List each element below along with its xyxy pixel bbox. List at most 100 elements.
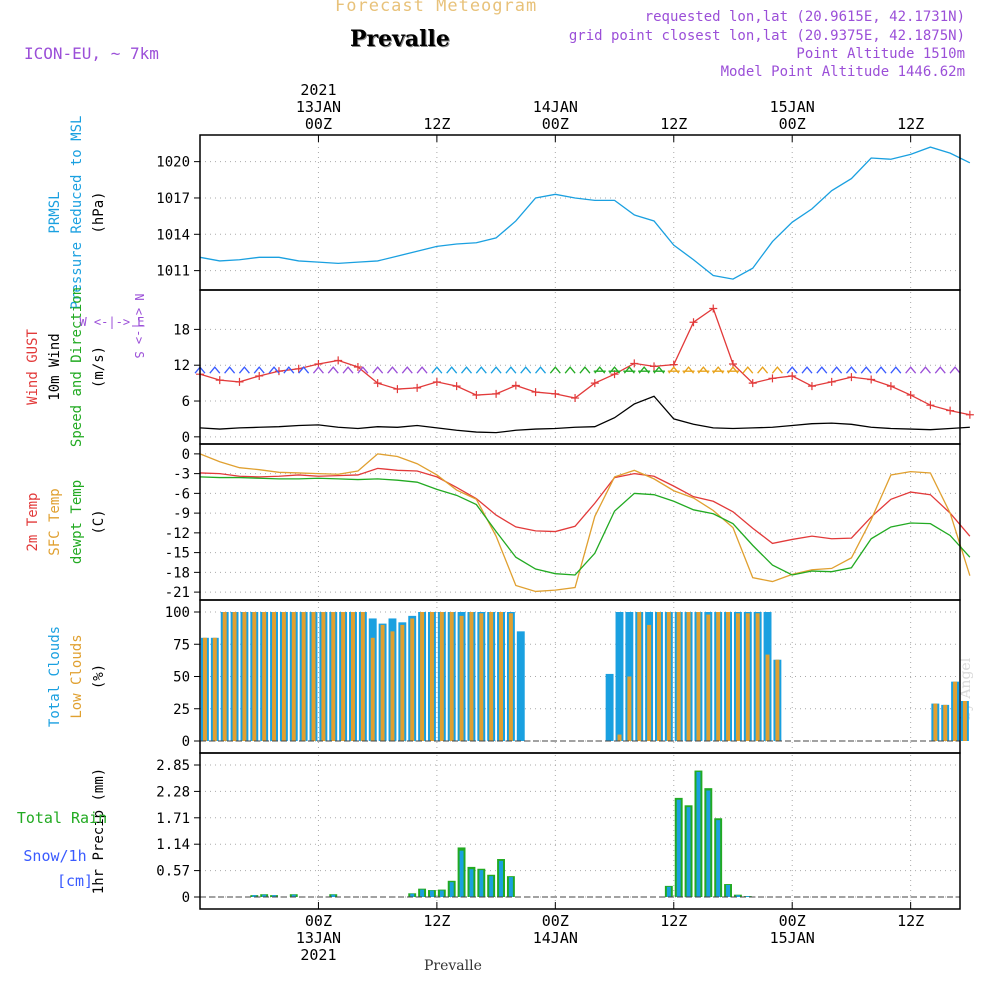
gust-marker <box>807 382 816 391</box>
wind-direction-arrow <box>490 366 502 374</box>
y-tick-label: 0 <box>182 447 190 463</box>
y-tick-label: 25 <box>173 702 190 718</box>
bar-low <box>301 612 306 741</box>
bar-low <box>656 612 661 741</box>
bar-low <box>291 612 296 741</box>
bar-snow <box>508 877 513 897</box>
bar-snow <box>469 869 474 897</box>
bar-low <box>420 612 425 741</box>
bar-low <box>706 614 711 741</box>
series-line-wind <box>199 395 970 434</box>
gust-marker <box>413 383 422 392</box>
bar-snow <box>716 820 721 897</box>
wind-direction-arrow <box>564 366 576 374</box>
bar-low <box>351 612 355 741</box>
bar-low <box>400 624 405 741</box>
bar-snow <box>439 890 444 897</box>
x-tick-label: 12Z <box>660 115 687 133</box>
gust-marker <box>452 382 461 391</box>
x-tick-label: 00Z <box>779 912 806 930</box>
y-tick-label: 100 <box>165 605 190 621</box>
series-line-gust <box>199 307 971 416</box>
bar-snow <box>272 895 276 897</box>
requested-coords: requested lon,lat (20.9615E, 42.1731N) <box>644 9 965 25</box>
y-tick-label: 1.14 <box>156 837 190 853</box>
wind-direction-arrow <box>934 366 946 374</box>
y-axis-label: Pressure Reduced to MSL <box>69 116 85 310</box>
gust-marker <box>847 373 856 382</box>
y-tick-label: 0 <box>182 430 190 446</box>
wind-direction-arrow <box>446 366 458 374</box>
gust-marker <box>472 391 481 400</box>
y-tick-label: -12 <box>165 526 190 542</box>
y-axis-label: 1hr Precip (mm) <box>91 768 107 894</box>
bar-snow <box>696 771 701 897</box>
bar-low <box>242 612 247 741</box>
gust-marker <box>393 385 402 394</box>
x-tick-label: 2021 <box>300 946 336 964</box>
y-tick-label: -15 <box>165 546 190 562</box>
wind-direction-arrow <box>638 366 651 374</box>
gust-marker <box>215 376 224 385</box>
panel-frame <box>199 134 961 291</box>
gust-marker <box>650 362 659 371</box>
y-axis-label: (%) <box>91 664 107 689</box>
gust-marker <box>867 375 876 384</box>
bar-low <box>252 612 257 741</box>
bar-snow <box>459 850 464 897</box>
wind-direction-arrow <box>801 366 813 374</box>
wind-direction-arrow <box>919 366 931 374</box>
y-tick-label: 0 <box>182 734 190 750</box>
panel-precip: 0 0.57 1.14 1.71 2.28 2.85 1hr Precip (mm)Tota… <box>17 752 961 910</box>
series-line-main <box>199 146 971 280</box>
wind-direction-arrow <box>890 366 902 374</box>
y-tick-label: 1017 <box>156 191 190 207</box>
y-tick-label: -18 <box>165 565 190 581</box>
footer-location: Prevalle <box>424 958 482 974</box>
wind-direction-arrow <box>652 366 665 374</box>
bar-low <box>499 612 504 741</box>
x-tick-label: 00Z <box>542 115 569 133</box>
bar-low <box>321 612 326 741</box>
precip-side-label: [cm] <box>57 872 93 890</box>
gust-marker <box>886 382 895 391</box>
y-axis-label: (hPa) <box>91 191 107 233</box>
y-tick-label: 0 <box>182 890 190 906</box>
gust-marker <box>274 367 283 376</box>
y-axis-label: 10m Wind <box>47 333 63 400</box>
bar-low <box>202 637 207 741</box>
wind-direction-arrow <box>327 366 339 374</box>
wind-direction-arrow <box>475 366 487 374</box>
x-tick-label: 00Z <box>779 115 806 133</box>
bar-snow <box>429 890 434 897</box>
bar-low <box>933 703 938 741</box>
y-tick-label: 1020 <box>156 155 190 171</box>
precip-side-label: Snow/1h <box>23 847 86 865</box>
y-axis-label: 2m Temp <box>25 492 41 551</box>
bar-low <box>272 612 276 741</box>
x-tick-label: 12Z <box>897 115 924 133</box>
bar-low <box>479 613 484 741</box>
wind-direction-arrow <box>608 366 621 374</box>
y-tick-label: -6 <box>173 486 190 502</box>
wind-direction-arrow <box>593 366 606 374</box>
bar-snow <box>420 889 425 897</box>
grid-coords: grid point closest lon,lat (20.9375E, 42… <box>568 28 965 44</box>
y-axis-label: (m/s) <box>91 346 107 388</box>
bar-total <box>516 631 525 741</box>
gust-marker <box>946 406 955 415</box>
bar-low <box>232 612 237 741</box>
wind-direction-arrow <box>757 366 769 374</box>
bar-low <box>735 613 740 741</box>
wind-direction-arrow <box>845 366 857 374</box>
bar-total <box>615 612 624 741</box>
bar-snow <box>449 882 454 897</box>
bar-low <box>765 654 770 741</box>
panel-frame <box>199 752 961 910</box>
gust-marker <box>748 379 757 388</box>
bar-snow <box>489 876 494 897</box>
bar-low <box>508 613 513 741</box>
wind-direction-arrow <box>549 366 561 374</box>
